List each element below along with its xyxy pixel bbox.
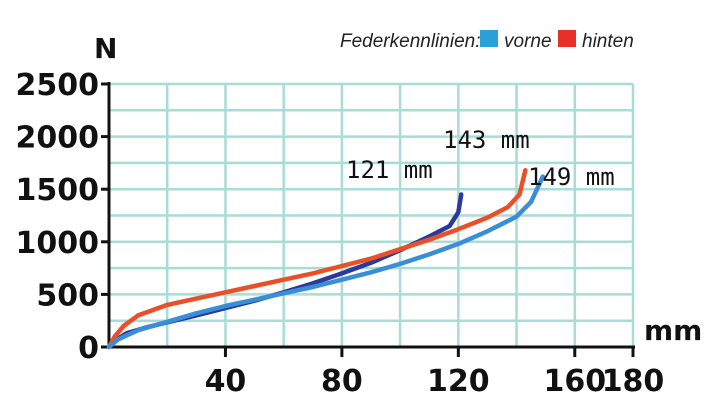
y-tick-label: 1000 (16, 226, 100, 261)
x-tick-label: 180 (602, 364, 665, 399)
legend-label-hinten: hinten (582, 31, 634, 52)
y-tick-label: 0 (78, 331, 99, 366)
legend-label-vorne: vorne (504, 31, 552, 52)
series-line-2 (106, 168, 528, 350)
x-tick-label: 160 (543, 364, 606, 399)
y-tick-label: 500 (36, 278, 99, 313)
annotation-143-mm: 143 mm (443, 126, 530, 154)
y-tick-label: 2500 (16, 68, 100, 103)
y-tick-label: 1500 (16, 173, 100, 208)
series-line-3 (106, 174, 546, 350)
y-tick-label: 2000 (16, 121, 100, 156)
grid (109, 82, 635, 347)
x-tick-label: 120 (427, 364, 490, 399)
y-axis-label: N (94, 32, 117, 65)
annotation-149-mm: 149 mm (528, 163, 615, 191)
legend: Federkennlinien: vorne hinten (340, 30, 634, 52)
series-lines (106, 168, 546, 350)
x-tick-label: 40 (205, 364, 247, 399)
legend-title: Federkennlinien: (340, 31, 480, 52)
annotation-121-mm: 121 mm (346, 156, 433, 184)
legend-swatch-hinten (558, 30, 576, 47)
x-axis-label: mm (644, 314, 702, 347)
legend-swatch-vorne (480, 30, 498, 47)
axes (107, 82, 635, 349)
x-tick-label: 80 (321, 364, 363, 399)
